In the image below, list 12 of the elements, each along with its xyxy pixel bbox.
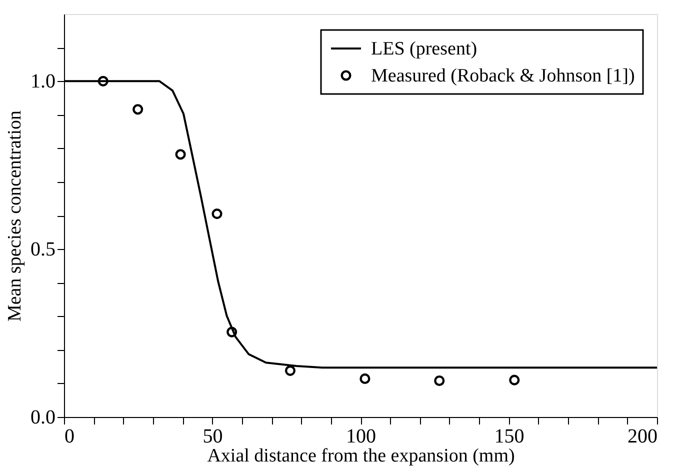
x-axis-title: Axial distance from the expansion (mm) bbox=[207, 446, 515, 466]
x-tick-label: 100 bbox=[346, 426, 376, 448]
y-tick-label: 1.0 bbox=[30, 70, 56, 93]
legend-label: LES (present) bbox=[371, 38, 478, 60]
y-axis-title: Mean species concentration bbox=[4, 110, 26, 322]
legend-label: Measured (Roback & Johnson [1]) bbox=[371, 66, 635, 86]
y-tick-label: 0.0 bbox=[30, 406, 56, 428]
x-tick-label: 150 bbox=[494, 426, 524, 448]
x-tick-label: 200 bbox=[628, 426, 658, 448]
x-tick-label: 50 bbox=[202, 426, 223, 448]
y-tick-label: 0.5 bbox=[30, 238, 56, 261]
x-tick-label: 0 bbox=[64, 426, 74, 448]
